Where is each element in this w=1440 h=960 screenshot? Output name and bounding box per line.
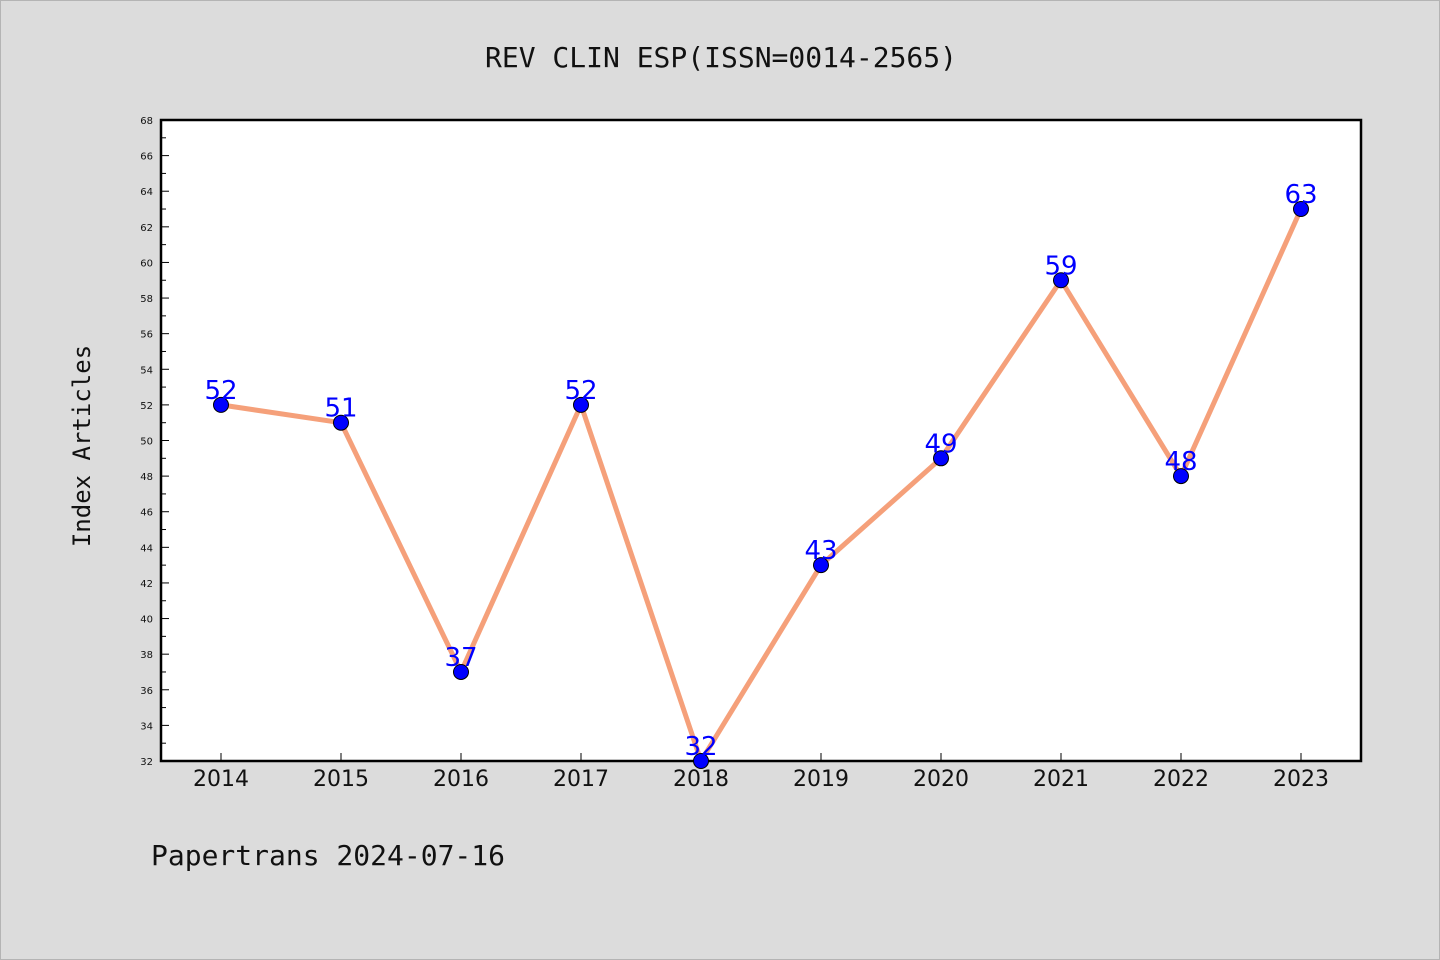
y-tick-label: 50 [140, 437, 153, 448]
x-tick-label: 2015 [313, 767, 369, 792]
y-tick-label: 60 [140, 258, 153, 269]
x-tick-label: 2021 [1033, 767, 1089, 792]
x-tick-label: 2016 [433, 767, 489, 792]
data-label: 52 [564, 376, 597, 406]
data-label: 51 [324, 394, 357, 424]
x-tick-label: 2022 [1153, 767, 1209, 792]
x-tick-label: 2020 [913, 767, 969, 792]
y-tick-label: 36 [140, 686, 153, 697]
x-tick-label: 2014 [193, 767, 249, 792]
x-tick-label: 2017 [553, 767, 609, 792]
data-label: 52 [204, 376, 237, 406]
data-label: 32 [684, 732, 717, 762]
y-axis: 32 34 36 38 40 42 44 46 48 50 52 54 56 58 60 62 64 66 68 [140, 116, 169, 768]
data-labels: 52 51 37 52 32 43 49 59 48 63 [204, 180, 1317, 762]
chart-title: REV CLIN ESP(ISSN=0014-2565) [485, 41, 957, 74]
data-point [1173, 468, 1189, 485]
data-point [1053, 272, 1069, 289]
y-tick-label: 64 [140, 187, 153, 198]
x-tick-label: 2018 [673, 767, 729, 792]
y-tick-label: 40 [140, 615, 153, 626]
data-label: 63 [1284, 180, 1317, 210]
y-tick-label: 56 [140, 330, 153, 341]
y-tick-label: 44 [140, 543, 153, 554]
data-point [933, 450, 949, 467]
y-tick-label: 62 [140, 223, 153, 234]
data-label: 48 [1164, 447, 1197, 477]
x-tick-label: 2023 [1273, 767, 1329, 792]
y-tick-label: 32 [140, 757, 153, 768]
y-tick-label: 48 [140, 472, 153, 483]
y-tick-label: 42 [140, 579, 153, 590]
y-axis-label: Index Articles [68, 345, 96, 547]
series-line [220, 208, 1304, 764]
data-point [813, 557, 829, 574]
data-label: 59 [1044, 251, 1077, 281]
data-point [453, 663, 469, 680]
data-point [333, 414, 349, 431]
y-tick-label: 66 [140, 152, 153, 163]
data-label: 43 [804, 536, 837, 566]
data-label: 37 [444, 643, 477, 673]
y-tick-label: 34 [140, 721, 153, 732]
data-point [213, 396, 229, 413]
data-point [573, 396, 589, 413]
y-tick-label: 52 [140, 401, 153, 412]
y-tick-label: 68 [140, 116, 153, 127]
data-point [693, 753, 709, 769]
y-tick-label: 38 [140, 650, 153, 661]
data-markers [213, 201, 1309, 769]
y-tick-label: 46 [140, 508, 153, 519]
data-point [1293, 201, 1309, 218]
y-tick-label: 58 [140, 294, 153, 305]
footer-text: Papertrans 2024-07-16 [151, 839, 505, 872]
x-axis: 2014 2015 2016 2017 2018 2019 2020 2021 2022 2023 [193, 753, 1329, 792]
data-label: 49 [924, 429, 957, 459]
x-tick-label: 2019 [793, 767, 849, 792]
y-tick-label: 54 [140, 365, 153, 376]
